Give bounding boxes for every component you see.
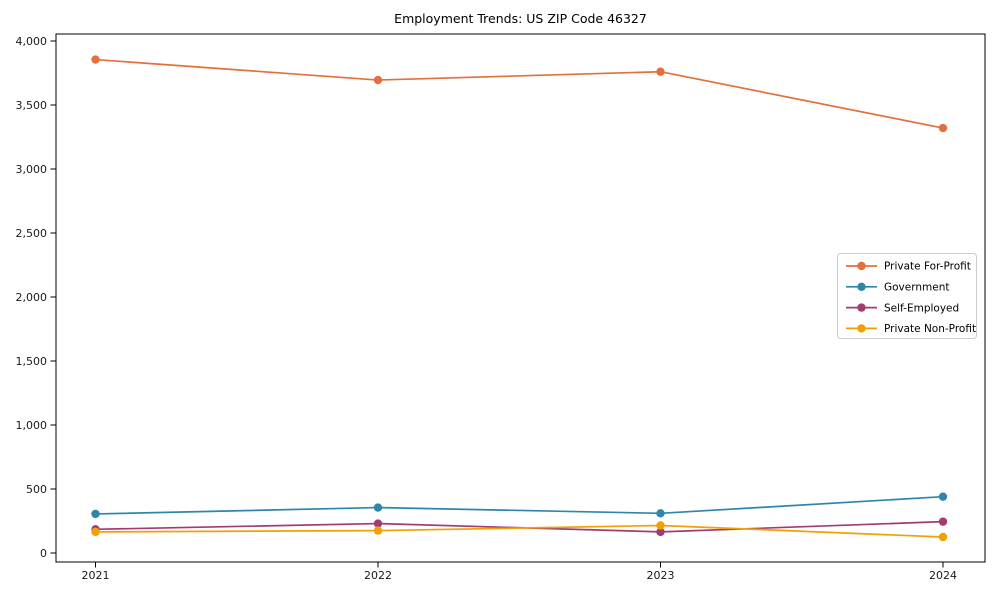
legend-marker-government xyxy=(857,282,866,291)
point-private-for-profit-2022 xyxy=(373,75,383,85)
series-line-government xyxy=(94,495,944,515)
series-line-private-for-profit xyxy=(94,58,944,129)
x-tick-label-2024: 2024 xyxy=(929,569,957,582)
legend-label-government: Government xyxy=(884,281,949,293)
x-tick-label-2021: 2021 xyxy=(82,569,110,582)
x-tick-label-2022: 2022 xyxy=(364,569,392,582)
point-self-employed-2024 xyxy=(938,517,948,526)
y-tick-label: 3,000 xyxy=(16,163,48,176)
legend: Private For-Profit Government Self-Employe… xyxy=(837,253,977,339)
legend-label-private-for-profit: Private For-Profit xyxy=(884,261,971,273)
y-tick-label: 1,500 xyxy=(16,355,48,368)
point-private-for-profit-2023 xyxy=(656,67,665,76)
legend-marker-self-employed xyxy=(857,303,866,312)
point-private-non-profit-2021 xyxy=(91,527,100,537)
y-tick-label: 1,000 xyxy=(16,419,48,432)
point-government-2021 xyxy=(91,509,100,519)
series-line-private-non-profit xyxy=(94,524,944,538)
point-private-non-profit-2022 xyxy=(373,526,383,535)
y-tick-label: 0 xyxy=(40,547,47,560)
legend-entry-self-employed: Self-Employed xyxy=(846,302,959,314)
y-tick-label: 2,000 xyxy=(16,291,48,304)
legend-box xyxy=(837,253,977,339)
point-self-employed-2022 xyxy=(373,519,383,528)
x-tick-label-2023: 2023 xyxy=(647,569,675,582)
legend-marker-private-non-profit xyxy=(857,324,866,333)
point-government-2022 xyxy=(373,503,383,512)
point-private-for-profit-2024 xyxy=(938,123,948,133)
legend-entry-private-non-profit: Private Non-Profit xyxy=(846,323,976,335)
y-tick-label: 3,500 xyxy=(16,99,48,112)
point-private-non-profit-2023 xyxy=(656,521,665,530)
legend-label-self-employed: Self-Employed xyxy=(884,302,959,314)
point-private-non-profit-2024 xyxy=(938,532,948,542)
legend-label-private-non-profit: Private Non-Profit xyxy=(884,323,976,335)
point-government-2024 xyxy=(938,492,948,501)
point-private-for-profit-2021 xyxy=(91,55,100,64)
y-tick-label: 2,500 xyxy=(16,227,48,240)
legend-entry-private-for-profit: Private For-Profit xyxy=(846,261,971,273)
legend-entry-government: Government xyxy=(846,281,949,293)
chart-title: Employment Trends: US ZIP Code 46327 xyxy=(394,11,647,26)
series-line-self-employed xyxy=(94,520,944,533)
y-tick-label: 500 xyxy=(26,483,47,496)
y-tick-label: 4,000 xyxy=(16,35,48,48)
point-government-2023 xyxy=(656,509,665,518)
legend-marker-private-for-profit xyxy=(857,261,866,271)
plot-border xyxy=(55,33,986,563)
point-self-employed-2023 xyxy=(656,527,665,537)
